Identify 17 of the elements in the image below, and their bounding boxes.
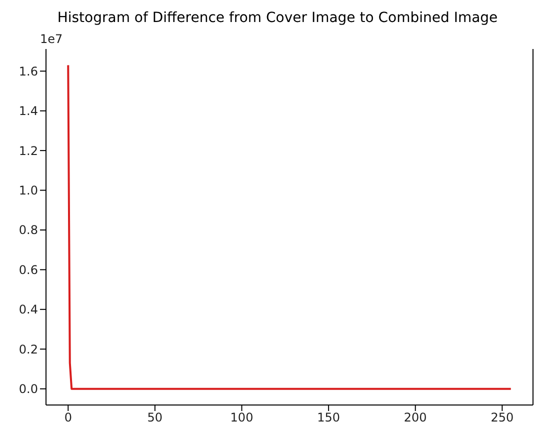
- y-tick-label: 0.8: [18, 223, 38, 238]
- x-tick-label: 200: [404, 410, 427, 425]
- y-tick-label: 1.6: [18, 64, 38, 78]
- y-tick-label: 1.2: [18, 144, 38, 158]
- y-tick-label: 1.0: [18, 184, 38, 198]
- text: 1e7: [40, 32, 63, 46]
- chart-title: Histogram of Difference from Cover Image to Combined Image: [56, 10, 499, 26]
- x-tick-label: 150: [317, 410, 340, 425]
- x-tick-label: 250: [490, 410, 514, 425]
- y-tick-label: 1.4: [18, 104, 38, 118]
- x-tick-label: 100: [230, 410, 254, 425]
- x-tick-label: 0: [64, 410, 72, 425]
- y-tick-label: 0.6: [18, 262, 38, 277]
- x-tick-label: 50: [147, 410, 163, 425]
- y-tick-label: 0.0: [18, 382, 38, 396]
- y-tick-label: 0.4: [18, 302, 38, 317]
- y-tick-label: 0.2: [18, 342, 38, 356]
